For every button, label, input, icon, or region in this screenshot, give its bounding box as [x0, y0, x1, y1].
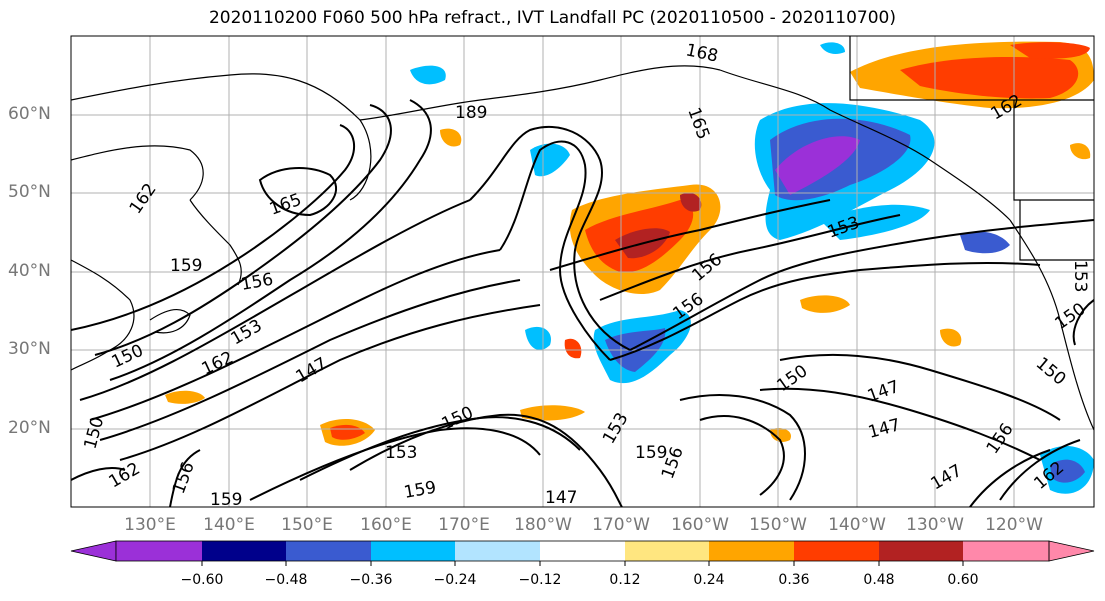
- colorbar-tick-label: −0.36: [349, 572, 393, 588]
- colorbar-swatch: [540, 541, 625, 561]
- negative-anomaly-patch: [1050, 459, 1085, 483]
- positive-anomaly-patch: [1070, 143, 1091, 160]
- colorbar-tick-label: 0.48: [863, 572, 895, 588]
- colorbar-tick-label: −0.48: [264, 572, 308, 588]
- positive-anomaly-patch: [900, 57, 1079, 99]
- colorbar-swatch: [963, 541, 1049, 561]
- negative-anomaly-patch: [820, 42, 845, 54]
- positive-anomaly-patch: [770, 428, 791, 442]
- colorbar-swatch: [286, 541, 371, 561]
- colorbar-swatch: [116, 541, 202, 561]
- contour-lines: [71, 99, 1094, 507]
- lon-label: 140°E: [203, 515, 255, 535]
- colorbar-swatch: [879, 541, 963, 561]
- lat-label: 30°N: [8, 339, 51, 359]
- figure-title: 2020110200 F060 500 hPa refract., IVT La…: [208, 8, 896, 28]
- positive-anomaly-patch: [520, 405, 585, 421]
- shading-layer: [165, 41, 1094, 494]
- negative-anomaly-patch: [775, 136, 860, 195]
- lon-label: 120°W: [985, 515, 1043, 535]
- colorbar-extend-high: [1048, 540, 1095, 562]
- colorbar-swatch: [455, 541, 540, 561]
- lon-label: 130°E: [124, 515, 176, 535]
- negative-anomaly-patch: [960, 231, 1010, 254]
- map-frame: [70, 35, 1095, 508]
- positive-anomaly-patch: [165, 390, 205, 404]
- positive-anomaly-patch: [440, 128, 462, 147]
- lon-label: 160°W: [671, 515, 729, 535]
- colorbar-tick-label: −0.24: [433, 572, 477, 588]
- colorbar-extend-low: [70, 540, 117, 562]
- contour-label: 189: [455, 103, 487, 123]
- colorbar-swatch: [371, 541, 455, 561]
- positive-anomaly-patch: [680, 192, 702, 212]
- lat-label: 50°N: [8, 182, 51, 202]
- contour-label: 159: [170, 256, 202, 276]
- positive-anomaly-patch: [564, 338, 582, 359]
- lat-label: 40°N: [8, 261, 51, 281]
- colorbar-tick-label: −0.60: [180, 572, 224, 588]
- colorbar-swatch: [202, 541, 286, 561]
- contour-label: 147: [545, 488, 577, 508]
- negative-anomaly-patch: [820, 204, 930, 240]
- colorbar-tick-label: 0.60: [947, 572, 979, 588]
- positive-anomaly-patch: [800, 295, 850, 313]
- lon-label: 180°W: [514, 515, 572, 535]
- lon-label: 170°W: [592, 515, 650, 535]
- lon-label: 140°W: [828, 515, 886, 535]
- contour-label: 159: [210, 490, 242, 510]
- colorbar-tick-label: −0.12: [518, 572, 562, 588]
- lon-label: 130°W: [906, 515, 964, 535]
- lon-label: 170°E: [438, 515, 490, 535]
- positive-anomaly-patch: [1010, 42, 1090, 59]
- lon-label: 150°W: [749, 515, 807, 535]
- colorbar-swatch: [709, 541, 794, 561]
- lat-label: 20°N: [8, 418, 51, 438]
- negative-anomaly-patch: [410, 65, 446, 85]
- colorbar-tick-label: 0.36: [778, 572, 810, 588]
- colorbar-swatch: [625, 541, 709, 561]
- coastlines: [71, 36, 1094, 431]
- contour-label: 159: [635, 443, 667, 463]
- lon-label: 160°E: [360, 515, 412, 535]
- lat-label: 60°N: [8, 104, 51, 124]
- negative-anomaly-patch: [525, 326, 551, 350]
- contour-label: 153: [1070, 260, 1090, 292]
- colorbar-tick-label: 0.24: [693, 572, 725, 588]
- colorbar: [70, 540, 1095, 566]
- contour-label: 153: [385, 443, 417, 463]
- colorbar-tick-label: 0.12: [609, 572, 641, 588]
- lon-label: 150°E: [281, 515, 333, 535]
- colorbar-swatch: [794, 541, 879, 561]
- positive-anomaly-patch: [940, 328, 962, 347]
